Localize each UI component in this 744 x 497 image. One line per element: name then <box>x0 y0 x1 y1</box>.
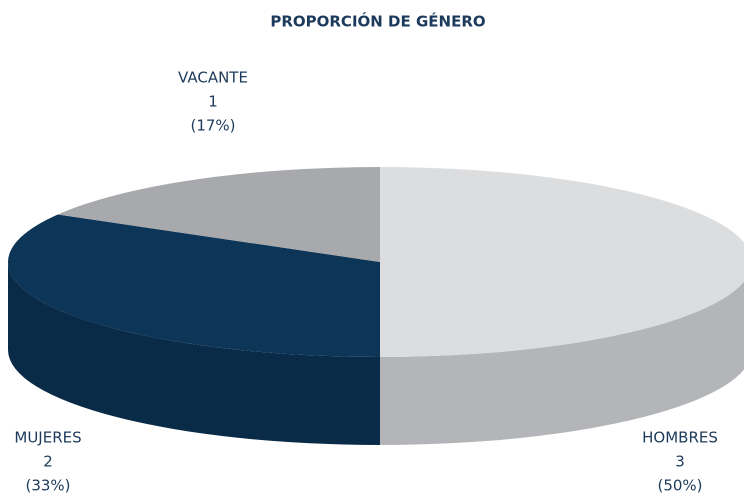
slice-side <box>8 262 380 445</box>
slice-value: 2 <box>43 453 53 471</box>
slice-value: 1 <box>208 93 218 111</box>
slice-label: VACANTE <box>178 69 248 87</box>
slice-label: HOMBRES <box>642 429 718 447</box>
chart-title: PROPORCIÓN DE GÉNERO <box>270 12 485 31</box>
slice-percent: (50%) <box>657 477 702 495</box>
slice <box>7 214 381 357</box>
slice-label: MUJERES <box>14 429 81 447</box>
slice <box>57 167 380 262</box>
slice-percent: (17%) <box>190 117 235 135</box>
slice-percent: (33%) <box>25 477 70 495</box>
slice-value: 3 <box>675 453 685 471</box>
slice <box>380 167 744 357</box>
slice-side <box>380 281 744 445</box>
